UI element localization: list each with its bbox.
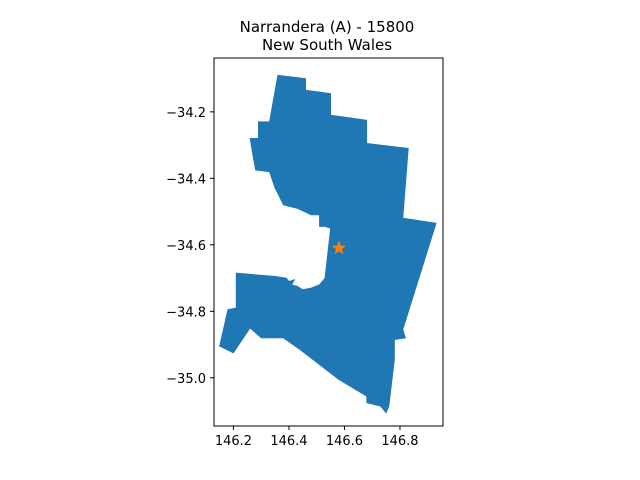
- lga-region-shape: [219, 74, 437, 414]
- y-tick-label: −34.8: [166, 305, 206, 320]
- y-tick-label: −34.6: [166, 239, 206, 254]
- x-tick-label: 146.2: [215, 434, 252, 449]
- y-tick-label: −35.0: [166, 372, 206, 387]
- chart-title-line2: New South Wales: [262, 36, 392, 54]
- y-tick-label: −34.2: [166, 106, 206, 121]
- chart-title-line1: Narrandera (A) - 15800: [240, 18, 415, 36]
- axes-frame: [213, 57, 444, 427]
- y-tick-label: −34.4: [166, 172, 206, 187]
- x-tick-label: 146.6: [326, 434, 363, 449]
- centroid-star-marker: [331, 240, 347, 255]
- x-tick-label: 146.4: [270, 434, 307, 449]
- map-axes: 146.2 146.4 146.6 146.8 −34.2 −34.4 −34.6 −34.8…: [166, 57, 444, 449]
- x-tick-label: 146.8: [381, 434, 418, 449]
